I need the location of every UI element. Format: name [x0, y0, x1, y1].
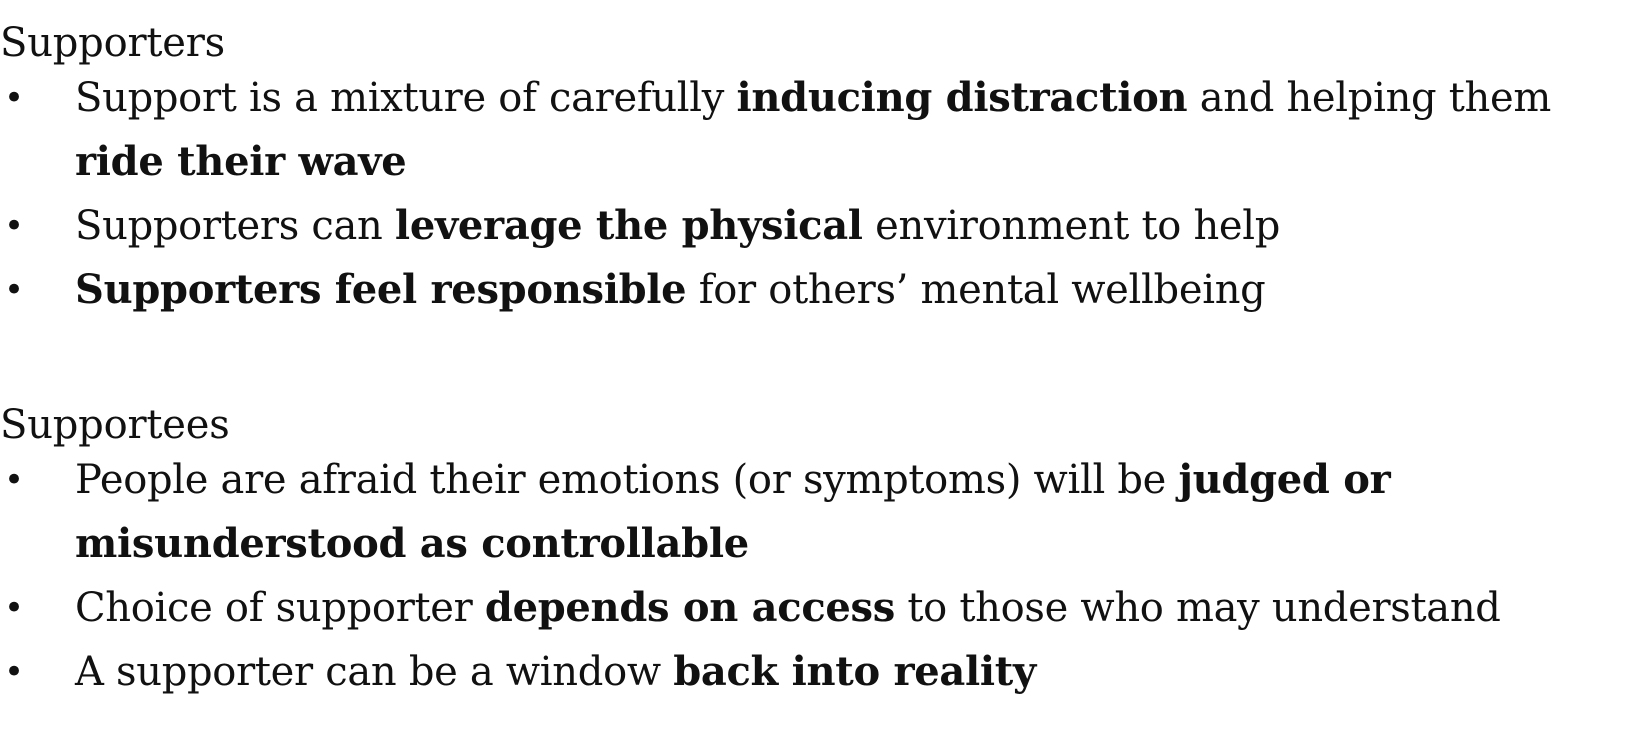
bullet-text: to those who may understand	[894, 585, 1501, 631]
bullet-text: Support is a mixture of carefully	[75, 75, 737, 121]
bullet-icon: •	[4, 206, 24, 246]
bullet-text: Choice of supporter	[75, 585, 485, 631]
bullet-icon: •	[4, 460, 24, 500]
bullet-text: and helping them	[1187, 75, 1552, 121]
bullet-text: for others’ mental wellbeing	[686, 267, 1266, 313]
bullet-text-emphasis: leverage the physical	[394, 202, 863, 249]
bullet-text: environment to help	[862, 203, 1281, 249]
bullet-text: A supporter can be a window	[75, 649, 674, 695]
bullet-text-emphasis: ride their wave	[75, 138, 407, 185]
bullet-text-emphasis: Supporters feel responsible	[75, 266, 687, 313]
supporters-section: Supporters • Support is a mixture of care…	[0, 20, 1642, 322]
bullet-text-emphasis: judged or misunderstood as controllable	[75, 456, 1391, 567]
bullet-item: • Supporters feel responsible for others’…	[0, 258, 1635, 322]
bullet-item: • A supporter can be a window back into r…	[0, 640, 1635, 704]
section-heading-supporters: Supporters	[0, 20, 225, 66]
supportees-section: Supportees • People are afraid their emot…	[0, 402, 1642, 704]
bullet-item: • Supporters can leverage the physical en…	[0, 194, 1635, 258]
bullet-text: Supporters can	[75, 203, 395, 249]
bullet-icon: •	[4, 652, 24, 692]
supporters-bullet-list: • Support is a mixture of carefully induc…	[0, 66, 1642, 322]
bullet-item: • People are afraid their emotions (or sy…	[0, 448, 1635, 576]
bullet-text: People are afraid their emotions (or sym…	[75, 457, 1179, 503]
bullet-icon: •	[4, 270, 24, 310]
section-heading-supportees: Supportees	[0, 402, 230, 448]
bullet-text-emphasis: inducing distraction	[736, 74, 1188, 121]
supportees-bullet-list: • People are afraid their emotions (or sy…	[0, 448, 1642, 704]
bullet-item: • Choice of supporter depends on access t…	[0, 576, 1635, 640]
bullet-item: • Support is a mixture of carefully induc…	[0, 66, 1635, 194]
bullet-text-emphasis: back into reality	[673, 648, 1036, 695]
bullet-text-emphasis: depends on access	[484, 584, 895, 631]
bullet-icon: •	[4, 588, 24, 628]
bullet-icon: •	[4, 78, 24, 118]
